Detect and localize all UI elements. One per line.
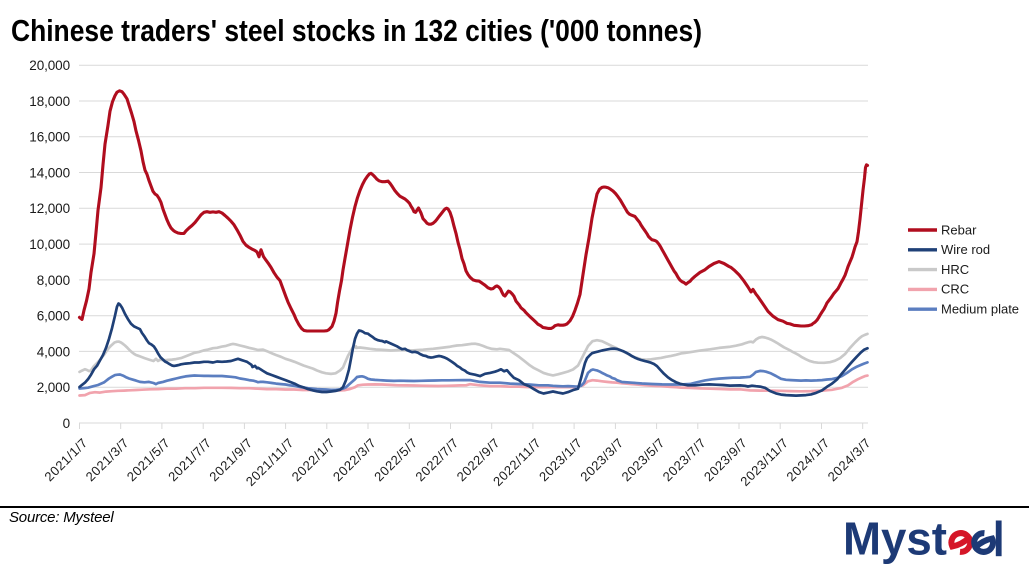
- svg-text:2022/5/7: 2022/5/7: [371, 435, 420, 484]
- svg-text:2,000: 2,000: [37, 380, 70, 395]
- svg-text:6,000: 6,000: [37, 309, 70, 324]
- svg-text:Chinese traders' steel stocks: Chinese traders' steel stocks in 132 cit…: [11, 14, 702, 48]
- svg-text:8,000: 8,000: [37, 273, 70, 288]
- svg-text:2023/5/7: 2023/5/7: [619, 435, 668, 484]
- svg-text:2023/1/7: 2023/1/7: [536, 435, 585, 484]
- svg-text:2024/3/7: 2024/3/7: [825, 435, 874, 484]
- svg-text:2022/1/7: 2022/1/7: [289, 435, 338, 484]
- svg-text:2021/5/7: 2021/5/7: [124, 435, 173, 484]
- svg-text:HRC: HRC: [941, 262, 969, 277]
- svg-text:Rebar: Rebar: [941, 222, 977, 237]
- svg-text:4,000: 4,000: [37, 344, 70, 359]
- svg-text:2021/7/7: 2021/7/7: [165, 435, 214, 484]
- svg-text:14,000: 14,000: [29, 165, 70, 180]
- svg-text:12,000: 12,000: [29, 201, 70, 216]
- svg-text:18,000: 18,000: [29, 94, 70, 109]
- svg-text:2022/7/7: 2022/7/7: [412, 435, 461, 484]
- svg-text:Wire rod: Wire rod: [941, 242, 990, 257]
- svg-text:2024/1/7: 2024/1/7: [783, 435, 832, 484]
- svg-text:2022/3/7: 2022/3/7: [330, 435, 379, 484]
- svg-text:2023/7/7: 2023/7/7: [660, 435, 709, 484]
- svg-text:Myst: Myst: [843, 513, 947, 565]
- svg-text:20,000: 20,000: [29, 58, 70, 73]
- svg-text:CRC: CRC: [941, 282, 969, 297]
- svg-text:2021/1/7: 2021/1/7: [41, 435, 90, 484]
- svg-text:0: 0: [63, 416, 70, 431]
- svg-text:2021/3/7: 2021/3/7: [83, 435, 132, 484]
- svg-text:10,000: 10,000: [29, 237, 70, 252]
- svg-text:2023/3/7: 2023/3/7: [577, 435, 626, 484]
- svg-text:16,000: 16,000: [29, 130, 70, 145]
- svg-text:Medium plate: Medium plate: [941, 302, 1019, 317]
